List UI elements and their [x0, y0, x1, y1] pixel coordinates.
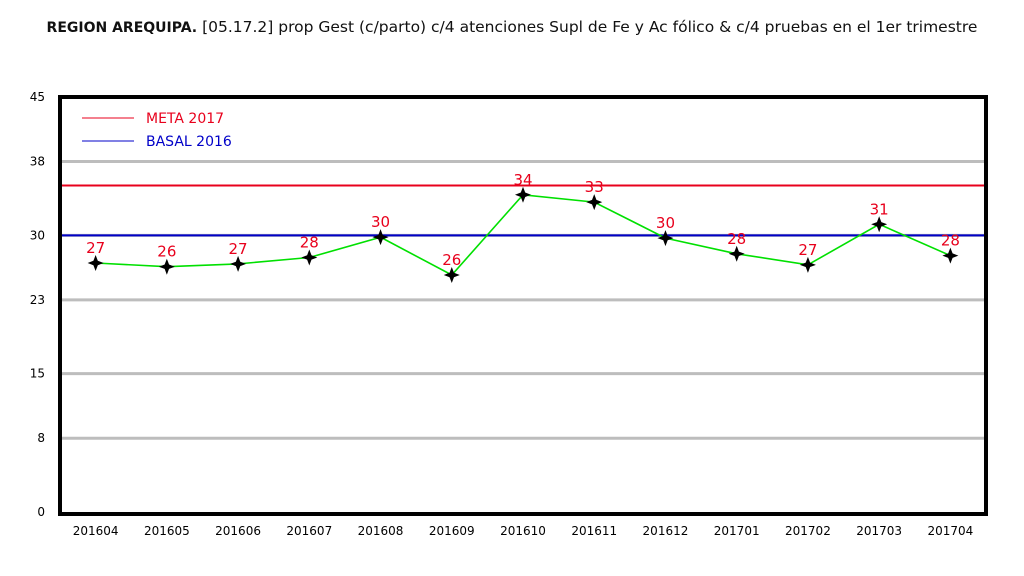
data-label: 27 — [86, 239, 105, 257]
chart-title-region: REGION AREQUIPA. — [46, 20, 198, 36]
x-tick-label: 201607 — [286, 524, 332, 538]
x-tick-label: 201610 — [500, 524, 546, 538]
data-point-marker — [799, 256, 816, 273]
data-point-marker — [87, 255, 104, 271]
x-tick-label: 201703 — [856, 524, 902, 538]
chart-title: REGION AREQUIPA. [05.17.2] prop Gest (c/… — [0, 18, 1024, 36]
data-label: 27 — [229, 240, 248, 258]
legend-label: META 2017 — [146, 111, 224, 127]
y-axis-ticks: 0 8 15 23 30 38 45 — [30, 90, 45, 519]
data-label: 26 — [157, 243, 176, 261]
data-label: 26 — [442, 251, 461, 269]
data-point-marker — [728, 245, 745, 262]
x-tick-label: 201611 — [571, 524, 617, 538]
x-tick-label: 201608 — [358, 524, 404, 538]
data-point-marker — [586, 194, 603, 211]
reference-lines — [60, 184, 986, 237]
grid-lines — [60, 160, 986, 440]
y-tick-label: 30 — [30, 228, 45, 242]
data-point-marker — [372, 229, 389, 246]
x-tick-label: 201702 — [785, 524, 831, 538]
data-point-marker — [158, 258, 175, 275]
plot-frame — [58, 95, 988, 516]
data-point-marker — [657, 230, 674, 247]
data-point-marker — [515, 186, 531, 203]
y-tick-label: 15 — [30, 367, 45, 381]
data-label: 28 — [727, 230, 746, 248]
data-label: 28 — [941, 232, 960, 250]
x-tick-label: 201701 — [714, 524, 760, 538]
data-point-marker — [942, 247, 959, 264]
data-point-marker — [871, 216, 888, 233]
data-point-marker — [443, 266, 460, 283]
data-point-marker — [230, 255, 247, 272]
x-tick-label: 201605 — [144, 524, 190, 538]
data-series: 27 26 27 28 30 26 34 33 30 28 27 31 28 — [86, 171, 960, 283]
data-label: 27 — [798, 241, 817, 259]
data-label: 31 — [870, 200, 889, 218]
y-tick-label: 23 — [30, 293, 45, 307]
chart-title-text: [05.17.2] prop Gest (c/parto) c/4 atenci… — [197, 18, 978, 36]
legend-label: BASAL 2016 — [146, 134, 232, 150]
x-tick-label: 201704 — [927, 524, 973, 538]
y-tick-label: 8 — [37, 431, 45, 445]
y-tick-label: 45 — [30, 90, 45, 104]
data-label: 28 — [300, 233, 319, 251]
legend: META 2017 BASAL 2016 — [82, 111, 232, 150]
y-tick-label: 0 — [37, 505, 45, 519]
data-label: 30 — [371, 213, 390, 231]
x-tick-label: 201604 — [73, 524, 119, 538]
x-tick-label: 201606 — [215, 524, 261, 538]
x-tick-label: 201609 — [429, 524, 475, 538]
y-tick-label: 38 — [30, 155, 45, 169]
data-point-marker — [301, 249, 318, 266]
data-label: 34 — [513, 171, 532, 189]
x-axis-ticks: 201604 201605 201606 201607 201608 201609 2016… — [73, 524, 974, 538]
data-label: 30 — [656, 214, 675, 232]
data-label: 33 — [585, 178, 604, 196]
x-tick-label: 201612 — [643, 524, 689, 538]
